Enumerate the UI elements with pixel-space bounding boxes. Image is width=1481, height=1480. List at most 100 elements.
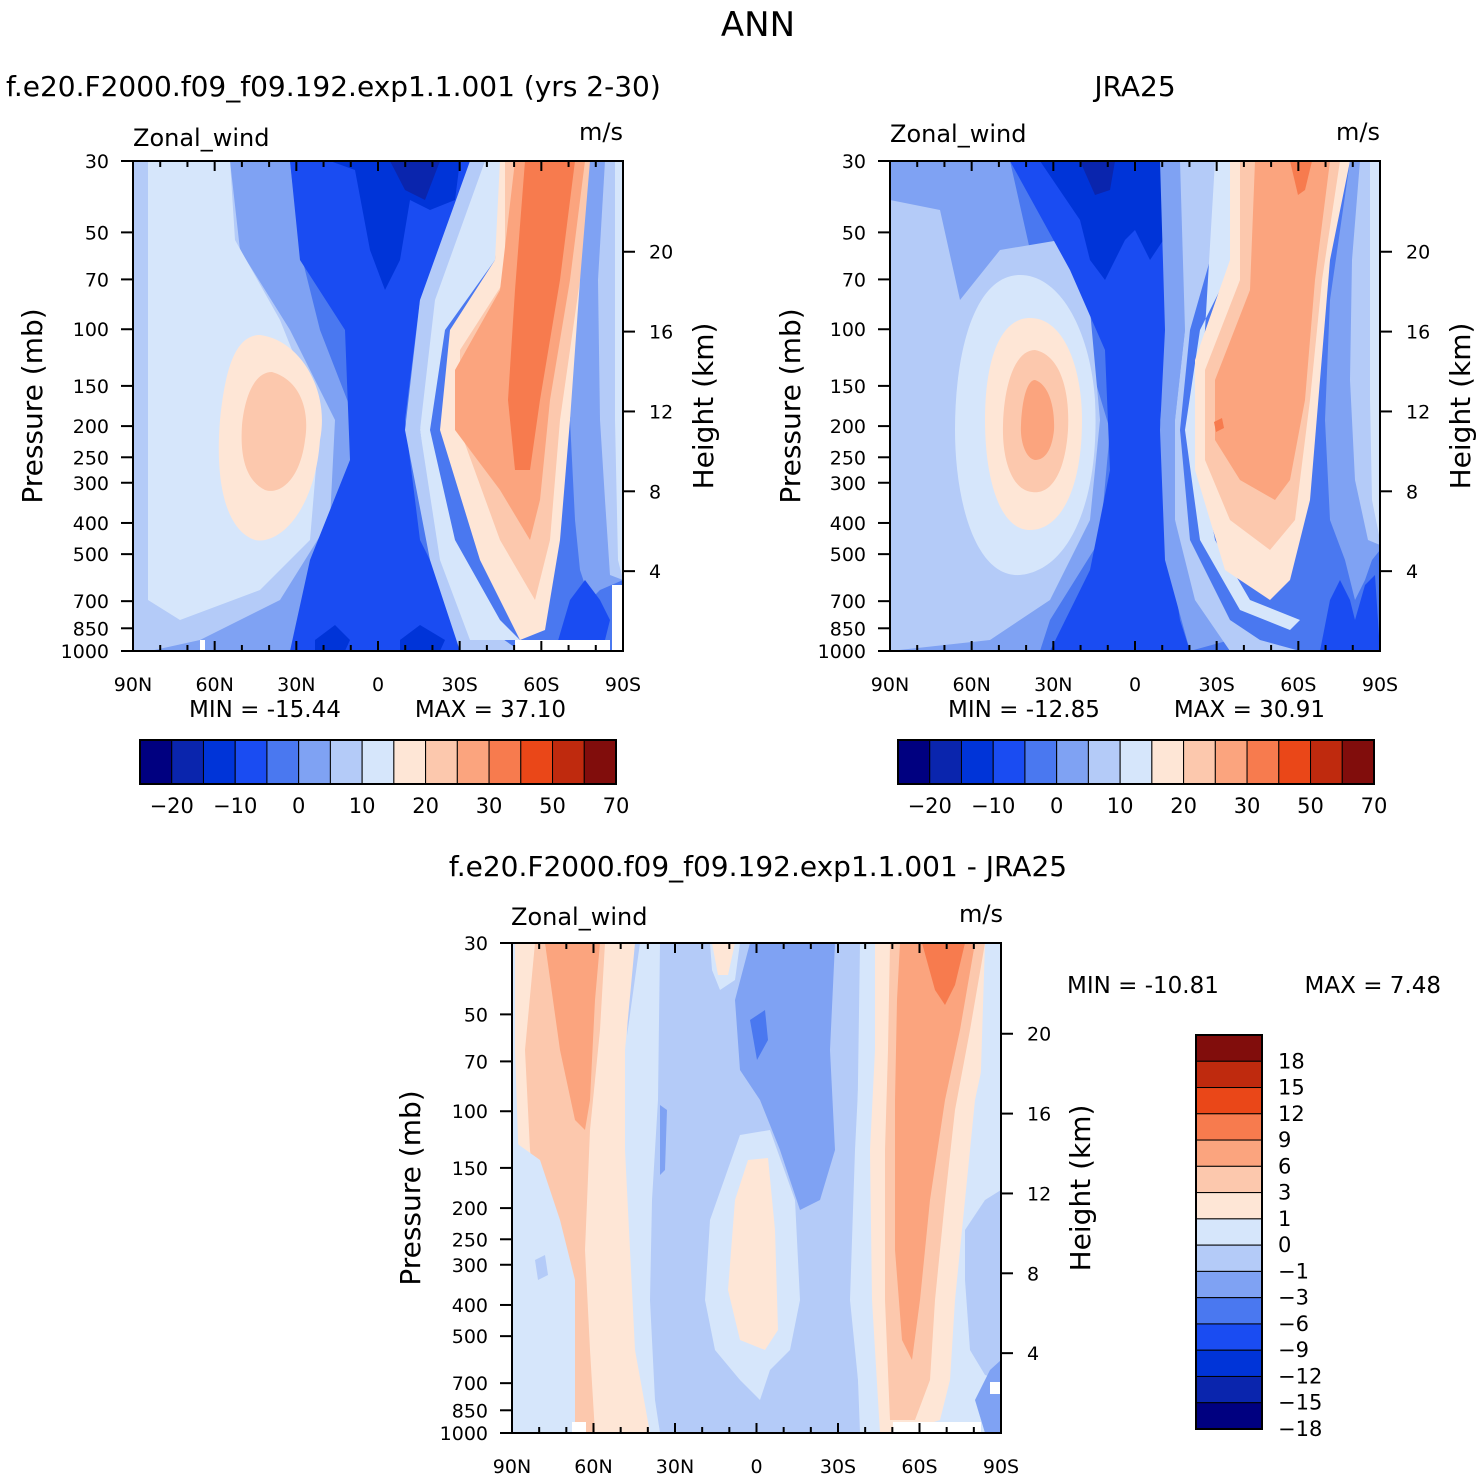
panel-diff-colorbar-box (1195, 1270, 1263, 1299)
panel-obs-colorbar-box (1310, 739, 1343, 785)
panel-obs-x-tick-label: 30S (1199, 674, 1235, 696)
panel-diff-x-tick-label: 60N (574, 1456, 612, 1478)
panel-model-colorbar-box (171, 739, 204, 785)
panel-diff-y-tick-label: 400 (452, 1295, 488, 1317)
panel-obs-colorbar-box (992, 739, 1026, 785)
panel-obs-colorbar-box (1151, 739, 1185, 785)
panel-diff-max-label: MAX = 7.48 (1305, 973, 1441, 999)
panel-obs-y-tick-label: 30 (842, 151, 866, 173)
panel-diff-colorbar-box (1195, 1323, 1263, 1351)
panel-diff-x-ticks: 90N 60N 30N 0 30S 60S 90S (493, 943, 1019, 1478)
panel-diff-colorbar-label: −18 (1278, 1417, 1322, 1441)
panel-diff-title: f.e20.F2000.f09_f09.192.exp1.1.001 - JRA… (449, 850, 1067, 883)
panel-obs-x-tick-label: 90S (1362, 674, 1398, 696)
panel-model-colorbar-box (298, 739, 331, 785)
panel-model-colorbar-label: −10 (213, 794, 257, 818)
panel-diff-colorbar-label: 3 (1278, 1181, 1291, 1205)
panel-obs-field (890, 161, 1380, 651)
panel-model-y2-tick-label: 8 (649, 481, 661, 503)
panel-model-colorbar-box (266, 739, 300, 785)
panel-diff-x-tick-label: 0 (750, 1456, 762, 1478)
panel-model-y2-tick-label: 12 (649, 401, 673, 423)
panel-diff-colorbar-box (1195, 1402, 1263, 1430)
panel-diff-colorbar-box (1195, 1297, 1263, 1325)
panel-obs-colorbar-box (1024, 739, 1058, 785)
panel-obs-colorbar-label: 10 (1107, 794, 1134, 818)
panel-diff-y-tick-label: 30 (464, 933, 488, 955)
panel-diff-colorbar-box (1195, 1375, 1263, 1404)
panel-obs-x-tick-label: 0 (1129, 674, 1141, 696)
panel-model-x-ticks: 90N 60N 30N 0 30S 60S 90S (114, 161, 641, 696)
panel-diff-x-tick-label: 60S (901, 1456, 937, 1478)
panel-diff-colorbar-box (1195, 1165, 1263, 1194)
panel-diff-units: m/s (959, 900, 1003, 928)
panel-diff-y-tick-label: 50 (464, 1004, 488, 1026)
panel-obs-colorbar-box (929, 739, 962, 785)
panel-diff-y2label: Height (km) (1064, 1105, 1097, 1272)
panel-obs-colorbar-box (1214, 739, 1248, 785)
panel-model-colorbar-box (520, 739, 554, 785)
panel-model-y-tick-label: 30 (85, 151, 109, 173)
panel-diff-y-tick-label: 100 (452, 1101, 488, 1123)
panel-obs-y-tick-label: 300 (830, 473, 866, 495)
panel-diff-colorbar-label: −1 (1278, 1259, 1309, 1283)
panel-diff-y-tick-label: 500 (452, 1326, 488, 1348)
panel-model-x-tick-label: 90S (605, 674, 641, 696)
panel-obs-colorbar-box (960, 739, 994, 785)
panel-obs-y2-tick-label: 8 (1406, 481, 1418, 503)
panel-model-y2-tick-label: 16 (649, 322, 673, 344)
panel-obs-colorbar-box (1246, 739, 1280, 785)
panel-model-field (133, 161, 623, 651)
panel-model-y2label: Height (km) (687, 323, 720, 490)
panel-obs-colorbar-box (1087, 739, 1121, 785)
panel-diff-y-tick-label: 700 (452, 1373, 488, 1395)
panel-diff-colorbar-label: 0 (1278, 1233, 1291, 1257)
panel-model-colorbar-label: 50 (539, 794, 566, 818)
panel-model-y-tick-label: 700 (73, 591, 109, 613)
panel-obs-colorbar-box (1341, 739, 1375, 785)
panel-model-y-tick-label: 500 (73, 544, 109, 566)
panel-diff-y2-tick-label: 20 (1027, 1024, 1051, 1046)
panel-diff-colorbar-label: 9 (1278, 1128, 1291, 1152)
panel-diff-colorbar-label: 6 (1278, 1154, 1291, 1178)
panel-obs-y-tick-label: 200 (830, 416, 866, 438)
panel-model: f.e20.F2000.f09_f09.192.exp1.1.001 (yrs … (6, 70, 720, 818)
panel-model-x-tick-label: 30N (277, 674, 315, 696)
panel-obs-colorbar-label: −20 (908, 794, 952, 818)
panel-diff-y2-tick-label: 4 (1027, 1343, 1039, 1365)
panel-diff-x-tick-label: 90S (983, 1456, 1019, 1478)
panel-model-colorbar-label: −20 (150, 794, 194, 818)
panel-diff-colorbar-box (1195, 1034, 1263, 1062)
panel-model-colorbar: −20 −10 0 10 20 30 50 70 (139, 739, 629, 818)
panel-model-colorbar-label: 30 (476, 794, 503, 818)
panel-diff-colorbar-label: −15 (1278, 1391, 1322, 1415)
panel-obs-y2label: Height (km) (1444, 323, 1477, 490)
panel-obs-colorbar-label: 0 (1050, 794, 1063, 818)
panel-model-units: m/s (579, 118, 623, 146)
panel-model-y2-tick-label: 4 (649, 561, 661, 583)
panel-obs-units: m/s (1336, 118, 1380, 146)
panel-model-colorbar-label: 20 (412, 794, 439, 818)
panel-obs-y-tick-label: 150 (830, 376, 866, 398)
panel-diff-colorbar-box (1195, 1349, 1263, 1377)
panel-diff-colorbar-box (1195, 1218, 1263, 1246)
panel-model-y2-ticks: 4 8 12 16 20 (623, 242, 673, 583)
panel-obs-ylabel: Pressure (mb) (774, 308, 807, 503)
panel-obs-colorbar-box (897, 739, 931, 785)
panel-obs-x-tick-label: 60S (1280, 674, 1316, 696)
panel-model-ylabel: Pressure (mb) (16, 308, 49, 503)
panel-obs-colorbar-label: 30 (1234, 794, 1261, 818)
panel-model-y-tick-label: 250 (73, 447, 109, 469)
panel-obs-x-tick-label: 30N (1034, 674, 1072, 696)
panel-diff-colorbar-label: 1 (1278, 1207, 1291, 1231)
panel-obs-y-tick-label: 700 (830, 591, 866, 613)
panel-model-colorbar-box (329, 739, 363, 785)
panel-diff-variable: Zonal_wind (511, 903, 647, 931)
panel-diff-colorbar-label: −6 (1278, 1312, 1309, 1336)
panel-diff-ylabel: Pressure (mb) (394, 1090, 427, 1285)
panel-obs-title: JRA25 (1092, 70, 1175, 103)
